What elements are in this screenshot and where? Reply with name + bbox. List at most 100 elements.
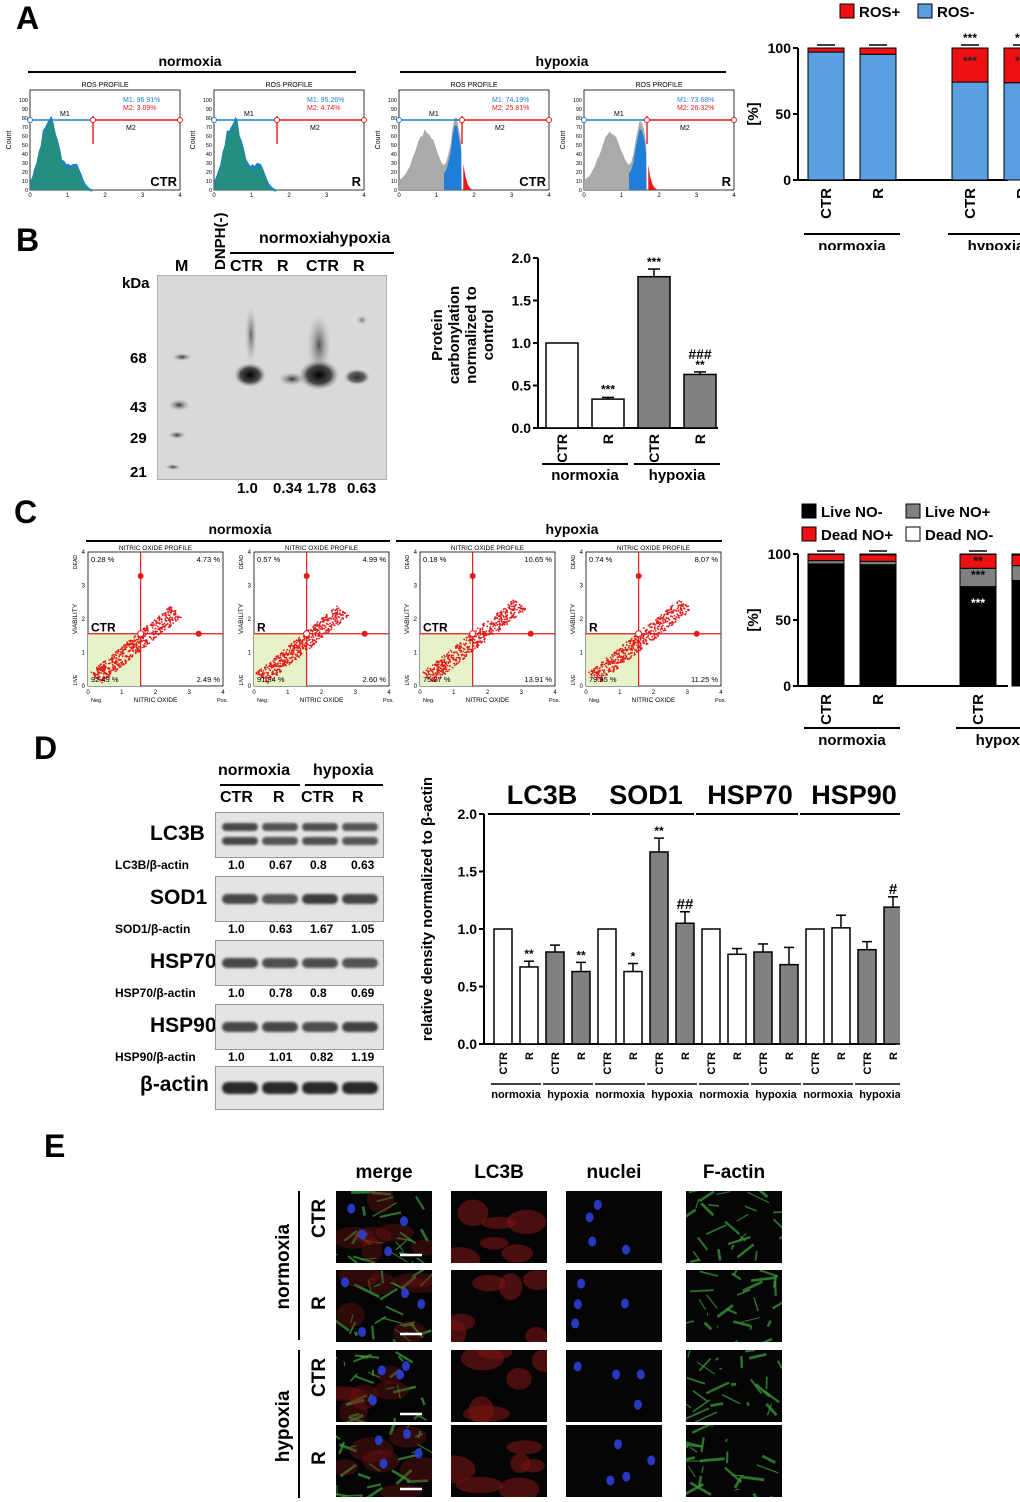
- no-event-dot: [678, 616, 681, 619]
- no-event-dot: [498, 618, 501, 621]
- no-event-dot: [96, 673, 99, 676]
- no-event-dot: [678, 600, 681, 602]
- actin-fiber: [687, 1465, 696, 1478]
- no-event-dot: [339, 621, 342, 623]
- y-tick-label: 1.5: [512, 293, 532, 309]
- no-event-dot: [440, 659, 443, 662]
- no-event-dot: [446, 664, 449, 667]
- actin-fiber: [336, 1493, 341, 1496]
- no-x-tick: 1: [286, 690, 290, 696]
- no-event-dot: [515, 615, 517, 618]
- no-event-dot: [660, 631, 663, 633]
- no-event-dot: [617, 659, 620, 661]
- no-event-dot: [153, 623, 155, 625]
- no-event-dot: [171, 616, 173, 619]
- no-event-dot: [260, 676, 263, 679]
- no-event-dot: [332, 612, 334, 615]
- no-x-tick: 3: [686, 690, 690, 696]
- no-event-dot: [301, 640, 304, 643]
- no-event-dot: [120, 658, 122, 661]
- ros-normoxia-header: normoxia: [158, 53, 221, 69]
- no-event-dot: [111, 658, 113, 661]
- micro-cell: [566, 1425, 662, 1497]
- no-event-dot: [684, 613, 687, 615]
- no-event-dot: [170, 609, 173, 612]
- no-event-dot: [296, 649, 298, 651]
- no-event-dot: [174, 613, 177, 616]
- no-event-dot: [175, 620, 177, 622]
- no-event-dot: [600, 663, 603, 666]
- no-event-dot: [451, 666, 454, 669]
- no-event-dot: [128, 639, 131, 642]
- no-event-dot: [635, 650, 638, 653]
- no-event-dot: [661, 624, 664, 627]
- no-event-dot: [669, 608, 671, 611]
- lc3b-signal: [338, 1270, 381, 1287]
- no-event-dot: [164, 614, 167, 617]
- y-axis-label-line: Protein: [429, 309, 446, 361]
- no-event-dot: [456, 652, 459, 654]
- micro-cell: [451, 1270, 547, 1342]
- no-event-dot: [668, 624, 671, 626]
- nucleus: [347, 1203, 356, 1214]
- actin-fiber: [733, 1270, 738, 1276]
- no-event-dot: [661, 627, 664, 630]
- no-event-dot: [485, 630, 488, 633]
- no-event-dot: [138, 637, 140, 640]
- no-event-dot: [141, 646, 144, 649]
- micrograph-nuclei-3: [566, 1350, 662, 1422]
- ros-y-tick: 40: [206, 152, 212, 158]
- ros-y-tick: 20: [206, 170, 212, 176]
- no-event-dot: [273, 668, 276, 671]
- no-event-dot: [135, 642, 138, 644]
- no-event-dot: [178, 616, 180, 618]
- no-event-dot: [156, 630, 159, 633]
- no-event-dot: [518, 610, 521, 612]
- ros-y-tick: 50: [391, 143, 397, 149]
- actin-fiber: [396, 1384, 401, 1399]
- no-event-dot: [479, 630, 482, 633]
- no-event-dot: [260, 668, 262, 671]
- no-event-dot: [445, 661, 448, 663]
- legend-label: ROS+: [859, 4, 901, 21]
- bar-ros--3: [951, 81, 989, 181]
- no-event-dot: [511, 615, 513, 617]
- micrograph-nuclei-1: [566, 1191, 662, 1263]
- no-event-dot: [603, 663, 606, 666]
- no-event-dot: [104, 662, 107, 665]
- no-event-dot: [675, 616, 678, 618]
- category-label: R: [784, 1052, 796, 1060]
- no-event-dot: [462, 650, 465, 653]
- no-event-dot: [662, 615, 665, 618]
- ros-m2-value: M2: 3.09%: [123, 105, 156, 112]
- ros-x-tick: 2: [472, 193, 476, 199]
- no-event-dot: [97, 678, 100, 681]
- no-event-dot: [460, 646, 463, 649]
- no-event-dot: [113, 655, 116, 658]
- category-label: CTR: [862, 1052, 874, 1075]
- no-event-dot: [435, 676, 438, 679]
- d-normoxia-header: normoxia: [218, 762, 291, 779]
- ros-green-overlay: [214, 119, 277, 193]
- no-event-dot: [594, 671, 597, 674]
- blot-normoxia-header: normoxia: [258, 230, 331, 247]
- lc3b-signal: [472, 1274, 506, 1292]
- no-y-tick: 1: [580, 651, 584, 657]
- no-event-dot: [466, 646, 469, 649]
- no-event-dot: [621, 657, 624, 659]
- no-event-dot: [165, 616, 167, 618]
- category-label: R: [524, 1052, 536, 1060]
- no-event-dot: [429, 675, 432, 678]
- ros-m2-fill: [463, 163, 511, 190]
- actin-fiber: [724, 1438, 728, 1443]
- actin-fiber: [340, 1494, 363, 1497]
- d-ratio-label-1: LC3B/β-actin: [115, 858, 189, 872]
- category-label: CTR: [602, 1052, 614, 1075]
- no-event-dot: [628, 657, 631, 660]
- no-event-dot: [324, 626, 327, 629]
- no-event-dot: [613, 654, 616, 657]
- no-event-dot: [100, 672, 102, 674]
- no-event-dot: [510, 603, 513, 605]
- no-event-dot: [607, 660, 609, 663]
